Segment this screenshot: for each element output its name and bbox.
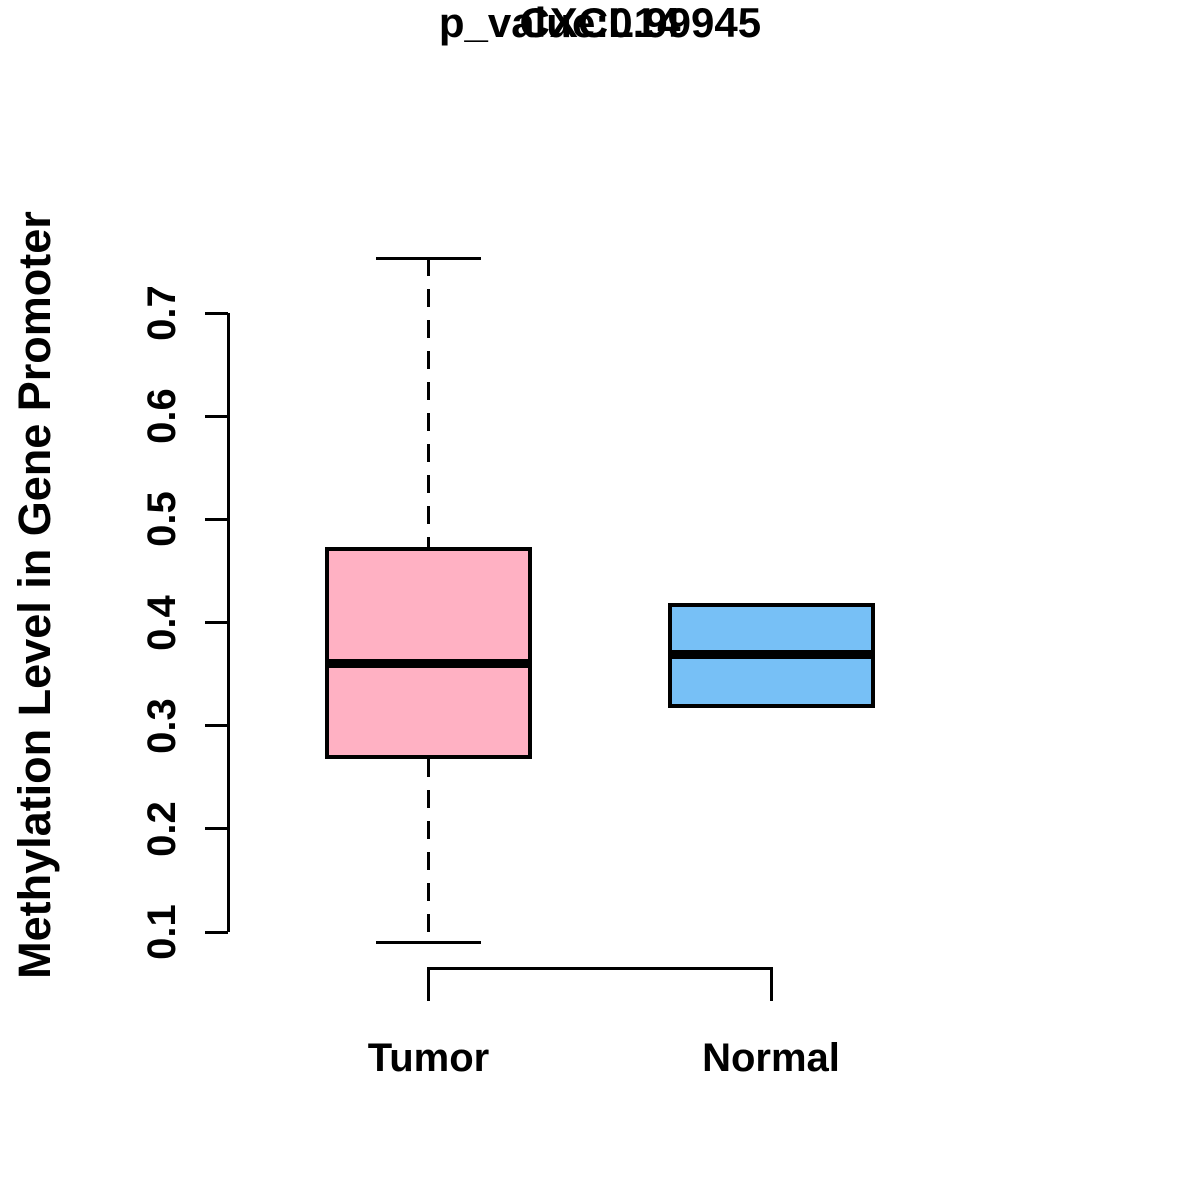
y-tick-label: 0.2 [139, 801, 184, 857]
x-label-tumor: Tumor [367, 1036, 490, 1080]
y-tick-mark [205, 517, 228, 521]
x-axis-line [428, 967, 771, 970]
chart-subtitle: p_value:0.99945 [438, 0, 762, 46]
y-tick-mark [205, 414, 228, 418]
y-tick-mark [205, 827, 228, 831]
y-tick-label: 0.6 [139, 388, 184, 444]
y-tick-label: 0.4 [139, 594, 184, 651]
x-tick-normal [769, 967, 773, 1001]
y-tick-label: 0.3 [139, 697, 184, 754]
normal-median-line [667, 650, 875, 659]
tumor-upper-whisker-cap [376, 256, 481, 260]
y-tick-mark [205, 621, 228, 624]
y-tick-label: 0.1 [139, 904, 184, 960]
y-tick-mark [205, 724, 228, 728]
x-label-normal: Normal [702, 1036, 840, 1080]
x-tick-tumor [427, 967, 430, 1001]
y-tick-label: 0.5 [139, 491, 184, 548]
y-axis-line [226, 313, 230, 932]
tumor-lower-whisker-cap [376, 940, 481, 944]
tumor-box [325, 547, 532, 759]
y-tick-label: 0.7 [139, 285, 184, 341]
y-tick-mark [205, 930, 228, 934]
y-axis-title: Methylation Level in Gene Promoter [9, 211, 60, 979]
chart-title: CXCL14 [519, 0, 681, 46]
tumor-upper-whisker-line [427, 258, 430, 548]
y-tick-mark [205, 311, 228, 315]
tumor-lower-whisker-line [427, 758, 430, 943]
tumor-median-line [325, 659, 532, 669]
